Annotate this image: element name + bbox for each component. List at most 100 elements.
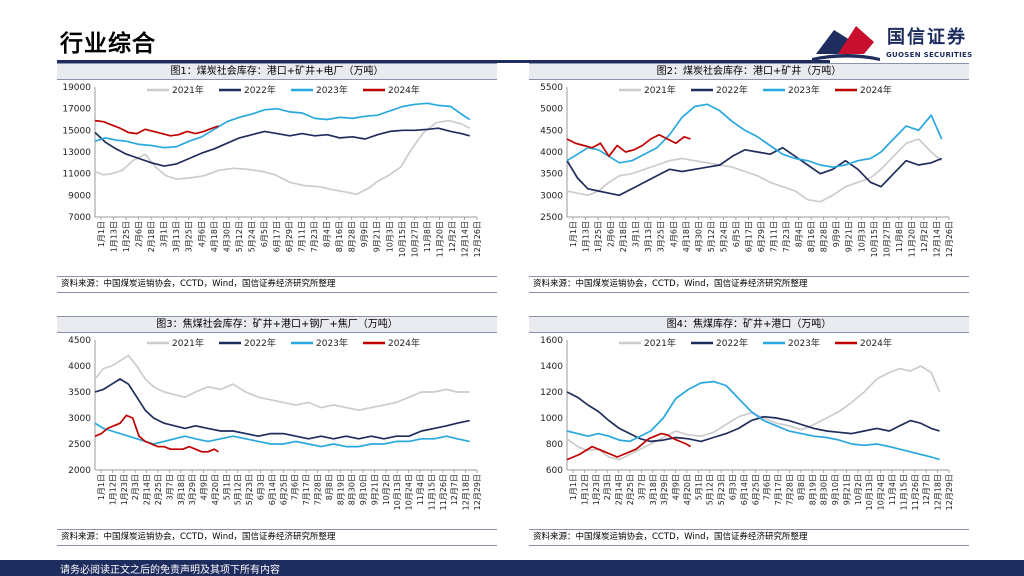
page-title: 行业综合 [60,31,156,57]
y-tick-label: 4000 [540,148,563,158]
x-tick-label: 12月2日 [448,221,457,252]
x-tick-label: 6月17日 [272,221,281,252]
x-tick-label: 1月12日 [108,474,117,505]
y-tick-label: 2500 [540,213,563,223]
x-tick-label: 3月13日 [644,221,653,252]
series-line [94,378,470,440]
x-tick-label: 3月18日 [177,474,186,505]
series-line [94,414,219,453]
x-tick-label: 4月20日 [211,474,220,505]
x-tick-label: 12月18日 [934,474,943,510]
x-tick-label: 5月12日 [235,221,244,252]
series-line [94,102,471,149]
x-tick-label: 12月7日 [922,474,931,505]
x-tick-label: 6月29日 [285,221,294,252]
y-tick-label: 4000 [68,362,91,372]
x-tick-label: 9月21日 [370,474,379,505]
legend-label: 2021年 [172,337,204,349]
legend-label: 2023年 [316,337,348,349]
series-line [566,391,940,443]
chart-panel-3: 图3：焦煤社会库存：矿井+港口+钢厂+焦厂（万吨） 2000 2500 3000 35… [57,316,497,546]
x-tick-label: 12月29日 [945,474,954,510]
legend-label: 2022年 [244,337,276,349]
x-tick-label: 6月25日 [751,474,760,505]
x-tick-label: 3月18日 [649,474,658,505]
x-tick-label: 11月15日 [899,474,908,510]
x-tick-label: 1月1日 [569,474,578,500]
x-tick-label: 5月1日 [222,474,231,500]
x-tick-label: 1月25日 [594,221,603,252]
chart-1-plot: 7000 9000 11000 13000 15000 17000 19000 1月1日 1月1… [62,83,482,257]
x-tick-label: 4月20日 [683,474,692,505]
series-line [94,127,470,167]
x-tick-label: 11月15日 [427,474,436,510]
x-tick-label: 9月9日 [832,221,841,247]
legend-label: 2023年 [788,337,820,349]
legend-label: 2021年 [644,337,676,349]
chart-source: 资料来源：中国煤炭运销协会，CCTD，Wind，国信证券经济研究所整理 [57,529,497,546]
x-tick-label: 12月7日 [450,474,459,505]
title-rule [57,60,830,63]
x-tick-label: 3月29日 [188,474,197,505]
x-tick-label: 9月21日 [373,221,382,252]
x-tick-label: 1月23日 [592,474,601,505]
x-tick-label: 3月25日 [185,221,194,252]
x-tick-label: 9月21日 [842,474,851,505]
footer-bar: 请务必阅读正文之后的免责声明及其项下所有内容 [0,560,1024,576]
x-tick-label: 1月12日 [580,474,589,505]
x-tick-label: 4月9日 [200,474,209,500]
x-tick-label: 8月16日 [335,221,344,252]
chart-2-plot: 2500 3000 3500 4000 4500 5000 5500 1月1日 1月13日 1月2… [540,83,954,257]
legend-label: 2021年 [644,84,676,96]
x-tick-label: 3月29日 [660,474,669,505]
legend-label: 2022年 [716,84,748,96]
brand-name-cn: 国信证券 [887,27,967,48]
x-tick-label: 10月3日 [857,221,866,252]
x-tick-label: 10月15日 [870,221,879,257]
y-tick-label: 4500 [540,126,563,136]
x-tick-label: 3月7日 [165,474,174,500]
x-tick-label: 2月25日 [154,474,163,505]
x-tick-label: 2月18日 [619,221,628,252]
y-tick-label: 1200 [540,388,563,398]
series-line [566,133,691,158]
x-tick-label: 8月28日 [348,221,357,252]
x-tick-label: 12月29日 [473,474,482,510]
y-tick-label: 9000 [68,191,91,201]
series-line [566,365,941,461]
x-tick-label: 11月8日 [895,221,904,252]
chart-4-plot: 600 800 1000 1200 1400 1600 1月1日 1月12日 1月23日 2月3日… [540,336,954,510]
y-tick-label: 19000 [62,83,91,93]
chart-source: 资料来源：中国煤炭运销协会，CCTD，Wind，国信证券经济研究所整理 [57,276,497,293]
x-tick-label: 2月3日 [131,474,140,500]
x-tick-label: 8月28日 [820,221,829,252]
series-line [566,146,943,197]
x-tick-label: 4月6日 [197,221,206,247]
x-tick-label: 10月27日 [882,221,891,257]
x-tick-label: 6月5日 [260,221,269,247]
x-tick-label: 2月25日 [626,474,635,505]
chart-title: 图2：煤炭社会库存：港口+矿井（万吨） [529,63,969,80]
y-tick-label: 13000 [62,148,91,158]
x-tick-label: 2月18日 [147,221,156,252]
x-tick-label: 1月1日 [97,221,106,247]
x-tick-label: 7月11日 [770,221,779,252]
chart-source: 资料来源：中国煤炭运销协会，CCTD，Wind，国信证券经济研究所整理 [529,276,969,293]
series-line [566,138,943,203]
x-tick-label: 5月24日 [247,221,256,252]
series-line [566,103,943,169]
x-tick-label: 1月13日 [582,221,591,252]
x-tick-label: 7月17日 [302,474,311,505]
y-tick-label: 7000 [68,213,91,223]
x-tick-label: 6月14日 [740,474,749,505]
x-tick-label: 2月3日 [603,474,612,500]
x-tick-label: 9月10日 [359,474,368,505]
x-tick-label: 8月19日 [808,474,817,505]
brand-name-en: GUOSEN SECURITIES [886,51,973,59]
x-tick-label: 10月3日 [385,221,394,252]
x-tick-label: 10月2日 [382,474,391,505]
x-tick-label: 12月14日 [460,221,469,257]
x-tick-label: 6月17日 [744,221,753,252]
x-tick-label: 12月26日 [945,221,954,257]
